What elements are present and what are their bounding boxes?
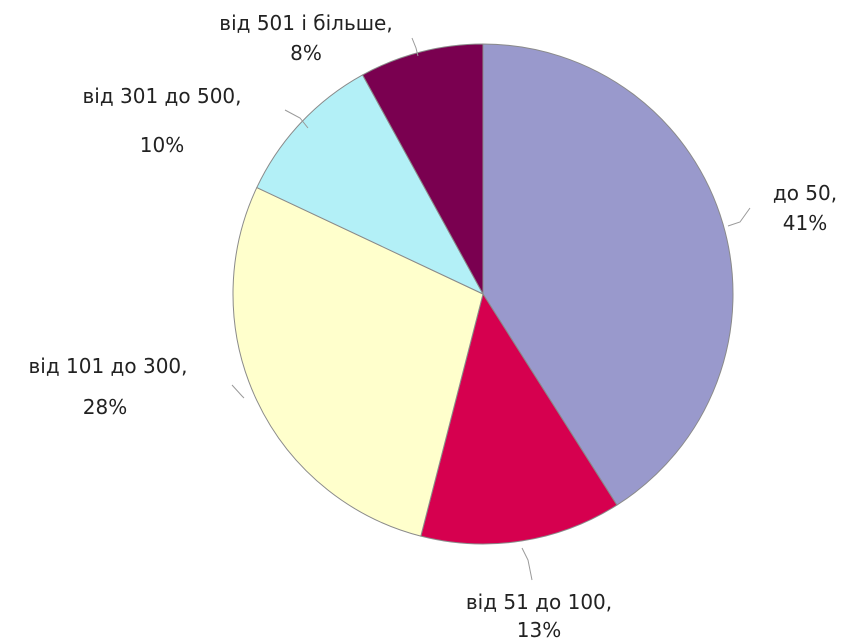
slice-label-3: від 301 до 500, [82, 84, 241, 108]
pie-slice-2 [232, 186, 484, 537]
pie-slice-3 [256, 74, 485, 296]
leader-line-3 [284, 109, 309, 129]
leader-line-4 [411, 37, 419, 57]
slice-value-0: 41% [783, 211, 827, 235]
slice-value-1: 13% [517, 618, 561, 641]
pie-slice-0 [482, 43, 734, 506]
leader-line-2 [231, 384, 245, 399]
slice-label-0: до 50, [773, 181, 837, 205]
slice-label-4: від 501 і більше, [219, 11, 392, 35]
leader-lines [231, 37, 751, 581]
slice-value-2: 28% [83, 395, 127, 419]
leader-line-1 [521, 547, 533, 581]
leader-line-0 [727, 207, 751, 227]
slice-label-2: від 101 до 300, [28, 354, 187, 378]
slice-value-4: 8% [290, 41, 322, 65]
pie-slice-1 [420, 292, 618, 545]
pie-slices [232, 43, 734, 545]
slice-value-3: 10% [140, 133, 184, 157]
slice-label-1: від 51 до 100, [466, 590, 612, 614]
pie-slice-4 [361, 43, 484, 295]
